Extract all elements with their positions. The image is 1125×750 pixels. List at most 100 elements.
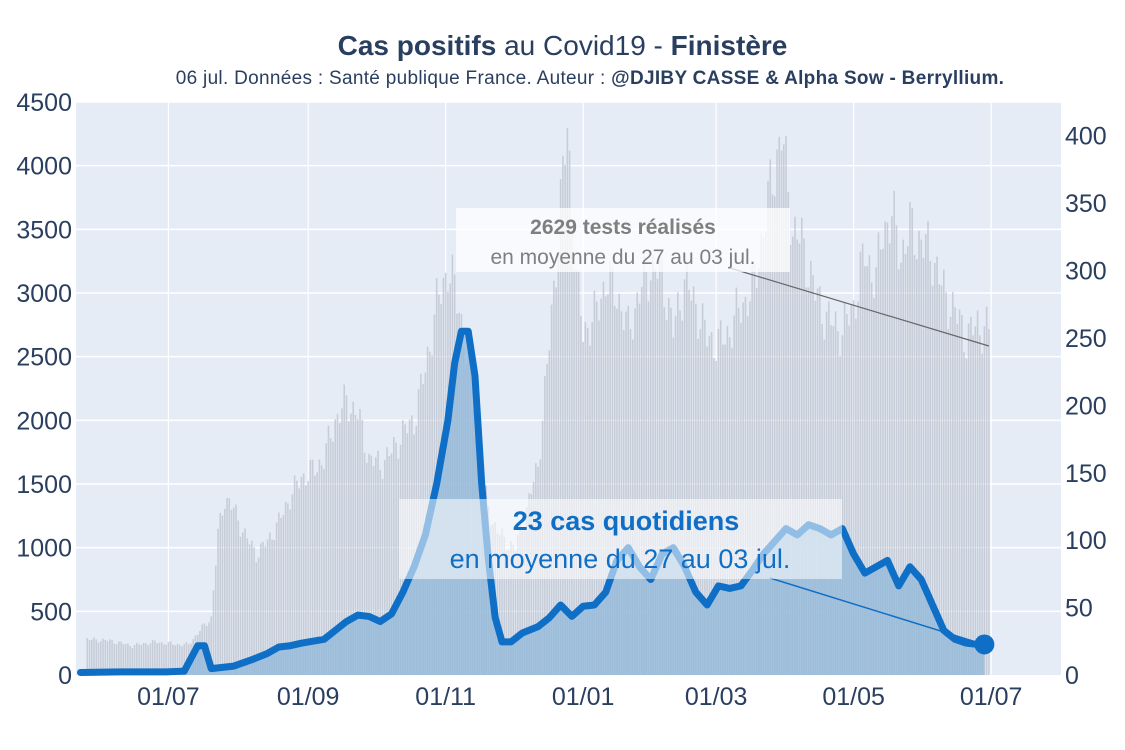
tests-bar	[819, 286, 821, 675]
tests-bar	[904, 254, 907, 675]
tests-bar	[291, 494, 294, 675]
tests-bar	[956, 323, 959, 675]
tests-bar	[573, 270, 575, 675]
tests-bar	[789, 244, 792, 675]
tests-bar	[519, 524, 521, 675]
cases-annotation-arrow	[769, 577, 975, 643]
x-tick-label: 01/07	[960, 683, 1023, 711]
tests-bar	[147, 645, 149, 675]
tests-bar	[625, 311, 627, 675]
tests-bar	[253, 547, 255, 675]
tests-bar	[566, 127, 569, 675]
tests-bar	[271, 539, 273, 675]
tests-bar	[239, 536, 242, 675]
tests-bar	[323, 469, 325, 675]
tests-bar	[940, 285, 943, 675]
tests-bar	[505, 551, 508, 675]
tests-bar	[683, 279, 686, 675]
tests-bar	[503, 536, 506, 675]
tests-bar	[843, 302, 846, 675]
tests-bar	[251, 540, 253, 675]
tests-bar	[314, 475, 316, 675]
tests-bar	[95, 639, 98, 675]
tests-bar	[688, 289, 690, 675]
tests-bar	[658, 253, 661, 675]
tests-annotation-arrow	[729, 267, 990, 347]
tests-bar	[886, 222, 889, 675]
tests-bar	[733, 315, 735, 675]
tests-bar	[769, 159, 772, 676]
tests-bar	[773, 196, 776, 675]
tests-bar	[575, 268, 578, 675]
tests-bar	[686, 263, 688, 675]
tests-bar	[278, 512, 280, 675]
tests-bar	[643, 255, 645, 675]
tests-bar	[909, 201, 911, 675]
tests-bar	[289, 509, 291, 675]
tests-bar	[363, 452, 366, 675]
tests-bar	[102, 638, 104, 675]
tests-bar	[97, 642, 100, 675]
tests-bar	[897, 269, 900, 675]
tests-bar	[963, 352, 965, 675]
tests-bar	[185, 642, 188, 675]
tests-bar	[776, 149, 778, 675]
x-tick-label: 01/11	[415, 683, 476, 711]
tests-bar	[498, 535, 501, 675]
tests-bar	[742, 302, 744, 675]
tests-bar	[133, 645, 136, 675]
tests-bar	[138, 644, 140, 675]
subtitle-text: 06 jul. Données : Santé publique France.…	[175, 68, 612, 89]
tests-bar	[388, 456, 391, 675]
tests-bar	[598, 320, 600, 675]
tests-bar	[924, 234, 927, 675]
tests-bar	[377, 450, 379, 675]
tests-bar	[284, 501, 287, 675]
y-left-tick-label: 4000	[16, 153, 72, 181]
tests-bar	[228, 498, 231, 675]
tests-bar	[516, 535, 519, 675]
cases-last-point	[974, 634, 995, 655]
tests-bar	[755, 287, 758, 675]
tests-bar	[584, 322, 587, 675]
tests-bar	[791, 236, 794, 675]
tests-bar	[981, 353, 983, 675]
tests-bar	[879, 249, 882, 676]
y-right-tick-label: 50	[1065, 595, 1093, 623]
tests-bar	[93, 637, 95, 675]
tests-bar	[618, 293, 621, 675]
tests-bar	[347, 421, 350, 675]
tests-bar	[160, 641, 163, 675]
cases-line	[77, 327, 988, 676]
tests-bar	[604, 296, 607, 675]
tests-bar	[580, 316, 582, 675]
tests-bar	[677, 292, 679, 675]
tests-bar	[593, 290, 596, 675]
tests-bar	[104, 639, 107, 675]
y-left-tick-label: 0	[58, 662, 72, 690]
tests-bar	[248, 544, 251, 675]
tests-bar	[300, 476, 303, 675]
tests-bar	[719, 320, 722, 675]
tests-bar	[893, 190, 895, 675]
tests-bar	[269, 532, 271, 675]
cases-annotation-title: 23 cas quotidiens	[513, 506, 740, 536]
tests-bar	[221, 515, 224, 675]
title-part-1: Cas positifs	[337, 30, 497, 61]
x-tick-label: 01/05	[822, 683, 885, 711]
tests-bar	[852, 300, 855, 675]
y-right-tick-label: 250	[1065, 325, 1107, 353]
tests-bar	[390, 453, 393, 675]
tests-bar	[972, 335, 974, 675]
tests-bar	[156, 643, 158, 675]
y-right-tick-label: 200	[1065, 392, 1107, 420]
tests-bar	[318, 459, 321, 675]
y-right-tick-label: 350	[1065, 190, 1107, 218]
tests-bar	[746, 316, 749, 675]
tests-bar	[640, 287, 643, 675]
tests-bar	[767, 180, 769, 676]
tests-bar	[875, 267, 877, 675]
tests-bar	[501, 528, 503, 675]
tests-bar	[354, 414, 357, 675]
tests-bar	[933, 263, 936, 675]
